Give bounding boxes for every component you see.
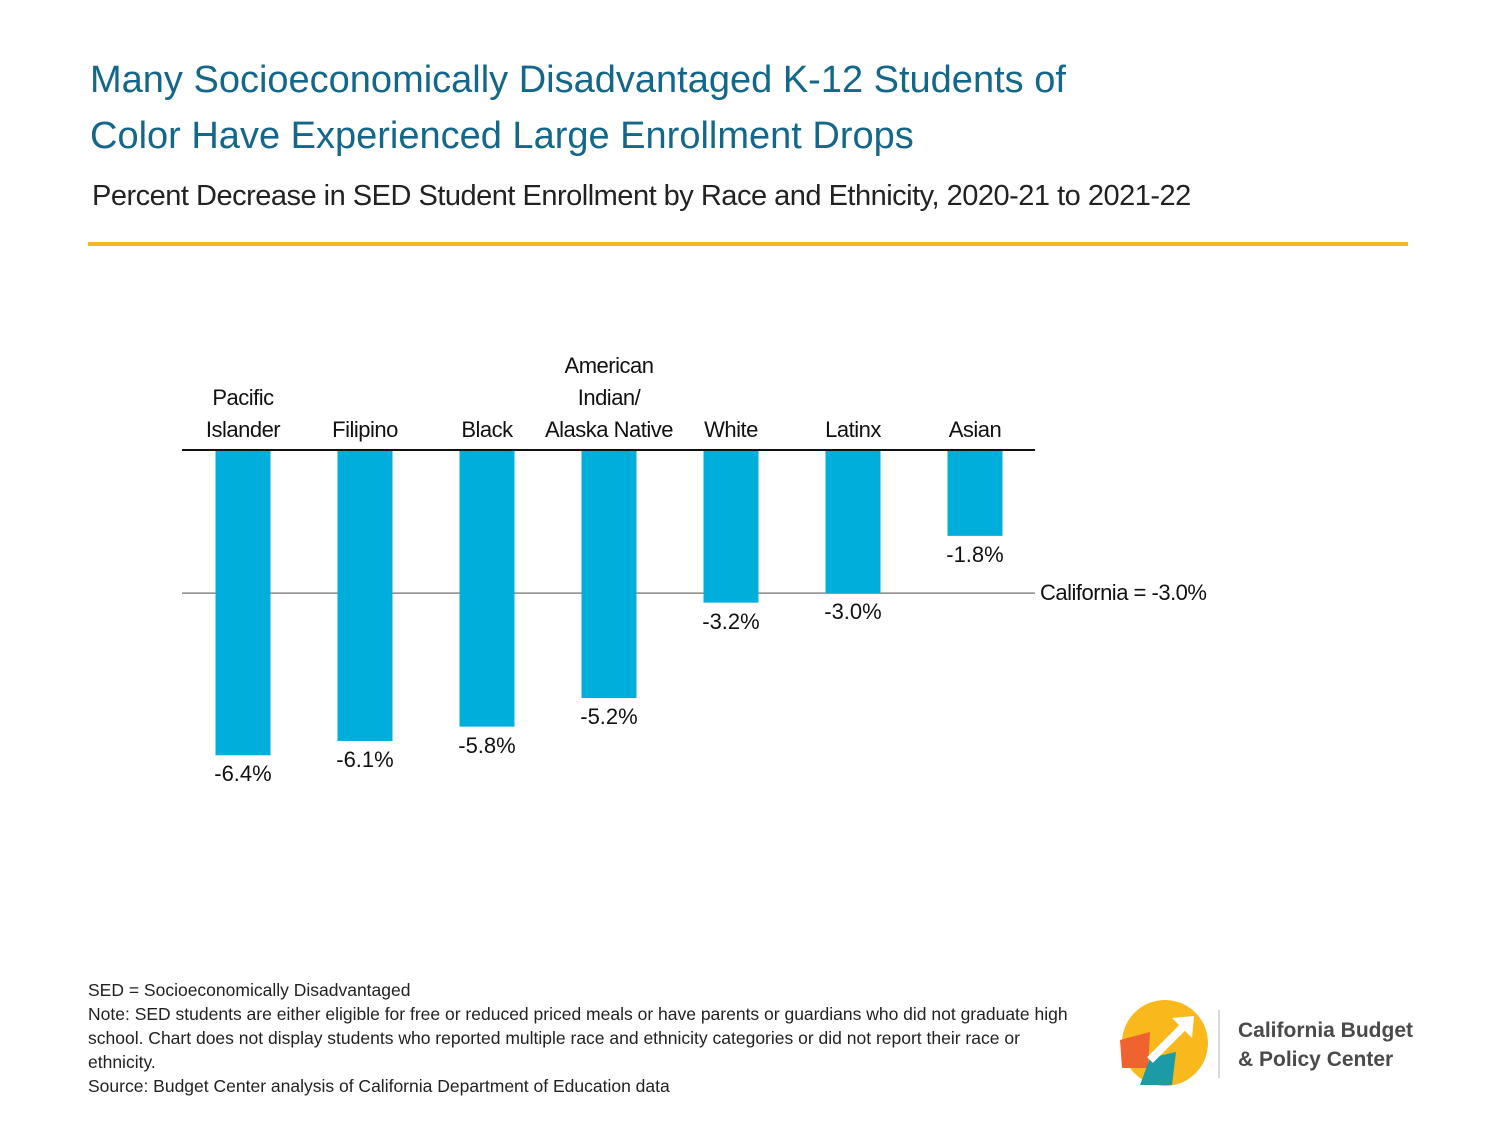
value-label: -5.8% [458,732,516,758]
x-tick-label: Filipino [332,417,398,442]
value-label: -6.4% [214,761,272,787]
bar [947,450,1003,536]
value-label: -5.2% [580,704,638,730]
value-label: -3.2% [702,608,760,634]
note: Source: Budget Center analysis of Califo… [88,1076,670,1096]
logo [1120,1000,1208,1086]
value-label: -1.8% [946,541,1004,567]
x-tick-label: Latinx [825,417,881,442]
brand-name: California Budget & Policy Center [1238,1019,1414,1071]
x-tick-label: American Indian/ Alaska Native [544,353,674,442]
x-tick-label: Black [461,417,513,442]
bar [703,450,759,603]
bar [337,450,393,741]
reference-label: California = -3.0% [1040,580,1207,606]
note: Note: SED students are either eligible f… [88,1004,1068,1072]
note: SED = Socioeconomically Disadvantaged [88,980,411,1000]
x-tick-label: Asian [948,417,1002,442]
chart-subtitle: Percent Decrease in SED Student Enrollme… [92,180,1191,212]
value-label: -3.0% [824,599,882,625]
bar [581,450,637,699]
bar [825,450,881,594]
chart-title: Many Socioeconomically Disadvantaged K-1… [90,59,1066,157]
x-tick-label: Pacific Islander [205,385,281,442]
value-label: -6.1% [336,746,394,772]
x-tick-label: White [704,417,758,442]
notes: SED = Socioeconomically Disadvantaged Not… [88,978,1068,1098]
bar [215,450,271,756]
bar [459,450,515,727]
